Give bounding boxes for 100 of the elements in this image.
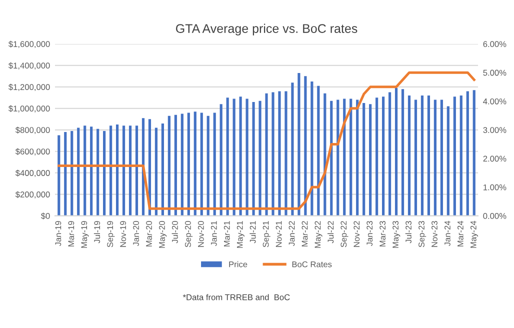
y-tick-label: $400,000 (15, 170, 50, 177)
bar (336, 100, 340, 216)
bar (84, 126, 86, 216)
bar (440, 100, 443, 216)
x-tick-label: Sep-22 (340, 221, 348, 248)
bar (77, 128, 80, 216)
x-tick-label: Mar-22 (302, 221, 308, 246)
bar (96, 128, 100, 216)
bar (154, 128, 158, 216)
x-tick-label: Nov-22 (354, 221, 360, 247)
y2-tick-label: 0.00% (483, 213, 506, 219)
bar (414, 100, 418, 216)
x-tick-label: Nov-20 (198, 221, 204, 247)
bar (187, 112, 190, 216)
bar (265, 93, 268, 216)
y-tick-label: $800,000 (15, 126, 50, 134)
y-tick-label: $0 (40, 212, 50, 220)
x-tick-label: Sep-20 (184, 221, 193, 248)
bar (304, 76, 307, 216)
bar (220, 104, 222, 216)
bar (388, 92, 392, 216)
bar (206, 116, 210, 216)
bar (122, 126, 126, 216)
bar (310, 82, 314, 216)
bar (174, 114, 177, 216)
bar (135, 126, 138, 216)
bar (128, 126, 132, 216)
x-tick-label: Mar-20 (146, 221, 152, 246)
x-tick-label: Mar-24 (457, 220, 464, 246)
x-tick-label: Jul-23 (405, 221, 412, 244)
y2-tick-label: 2.00% (483, 156, 506, 162)
bar (298, 72, 300, 216)
bar (278, 91, 281, 216)
legend-label: BoC Rates (292, 261, 332, 268)
bar (466, 91, 469, 216)
bar (168, 116, 170, 216)
y-tick-label: $1,200,000 (8, 84, 50, 92)
bar (232, 98, 236, 216)
y-tick-label: $1,400,000 (8, 62, 50, 70)
y2-tick-label: 1.00% (484, 184, 506, 190)
x-tick-label: Jan-20 (133, 221, 139, 246)
x-tick-label: May-20 (159, 221, 167, 248)
bar (394, 88, 398, 216)
legend-label: Price (229, 261, 248, 268)
bar (213, 112, 216, 216)
x-tick-label: Mar-19 (68, 221, 74, 246)
bar (472, 90, 476, 216)
x-tick-label: Jul-20 (172, 221, 178, 244)
line-series (58, 71, 476, 210)
bar (58, 135, 60, 216)
x-tick-label: Jul-22 (328, 221, 334, 244)
bar (330, 100, 333, 216)
x-tick-label: Jan-23 (366, 221, 373, 246)
x-tick-label: Jul-19 (94, 221, 100, 244)
x-tick-label: Sep-23 (418, 221, 426, 248)
bar (239, 96, 242, 216)
x-tick-label: Nov-23 (432, 221, 438, 247)
bar (64, 132, 67, 216)
bar (226, 98, 229, 216)
y-tick-label: $200,000 (15, 191, 50, 198)
bar (116, 124, 119, 216)
bar (317, 86, 320, 216)
bar (408, 96, 411, 216)
x-tick-label: Jan-19 (55, 221, 62, 246)
bar (103, 130, 106, 216)
bar (382, 96, 385, 216)
x-tick-label: Mar-23 (380, 221, 386, 246)
bar (110, 126, 112, 216)
bar (90, 126, 93, 216)
y-tick-label: $1,600,000 (8, 40, 50, 48)
bar (376, 98, 378, 216)
bar (356, 100, 359, 216)
bar (350, 98, 352, 216)
x-tick-label: Jan-24 (444, 220, 450, 246)
bar (194, 112, 196, 216)
bar (291, 82, 294, 216)
bar (284, 91, 288, 216)
text: *Data from TRREB and BoC (182, 294, 290, 300)
bar (446, 106, 450, 216)
bar (434, 100, 436, 216)
x-tick-label: May-22 (314, 221, 322, 248)
x-tick-label: Nov-19 (120, 221, 126, 247)
x-tick-label: Jan-21 (210, 221, 217, 246)
y2-tick-label: 5.00% (483, 70, 506, 76)
y2-tick-label: 6.00% (483, 41, 506, 48)
x-tick-label: May-24 (470, 220, 478, 248)
bar (369, 104, 372, 216)
x-tick-label: May-21 (236, 221, 244, 248)
bar (180, 114, 184, 216)
y2-tick-label: 3.00% (483, 127, 506, 133)
chart-title: GTA Average price vs. BoC rates (176, 24, 358, 36)
x-tick-label: Jan-22 (288, 221, 295, 246)
bar (460, 96, 462, 216)
x-tick-label: Mar-21 (224, 221, 230, 246)
y-tick-label: $600,000 (15, 148, 50, 156)
bar (252, 102, 255, 216)
y-tick-label: $1,000,000 (8, 105, 50, 112)
bar (272, 92, 274, 216)
x-tick-label: Sep-21 (262, 221, 270, 248)
bar (200, 112, 203, 216)
